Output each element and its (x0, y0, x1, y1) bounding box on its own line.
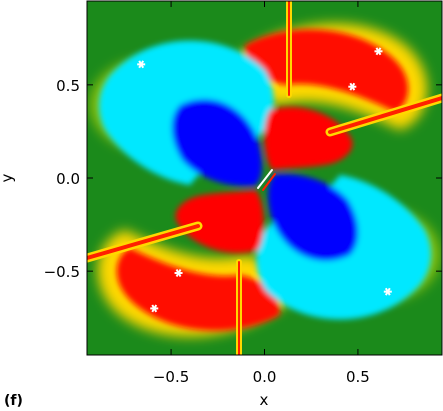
star-marker (348, 82, 357, 91)
star-marker (174, 269, 183, 277)
y-axis-title: y (0, 173, 16, 182)
jet-structures (87, 1, 442, 355)
y-tick-label: 0.0 (56, 170, 80, 188)
axis-ticks: −0.5 0.0 0.5 −0.5 0.0 0.5 (44, 1, 442, 386)
y-tick-label: 0.5 (56, 77, 80, 95)
red-lobe-lower-left (175, 190, 264, 254)
arc-upper-right (245, 29, 409, 112)
x-tick-label: −0.5 (153, 368, 189, 386)
x-tick-label: 0.0 (253, 368, 277, 386)
star-marker (374, 47, 383, 56)
star-marker (150, 304, 159, 313)
marker-layer (137, 47, 392, 313)
x-axis-title: x (260, 391, 269, 409)
blue-lobe-upper-left (171, 99, 262, 187)
x-tick-label: 0.5 (346, 368, 370, 386)
heatmap-field (87, 1, 442, 355)
panel-label: (f) (4, 393, 23, 409)
y-tick-label: −0.5 (44, 263, 80, 281)
star-marker (137, 60, 146, 69)
red-lobe-upper-right (264, 106, 353, 170)
blue-lobe-lower-right (268, 173, 359, 261)
star-marker (383, 287, 392, 296)
